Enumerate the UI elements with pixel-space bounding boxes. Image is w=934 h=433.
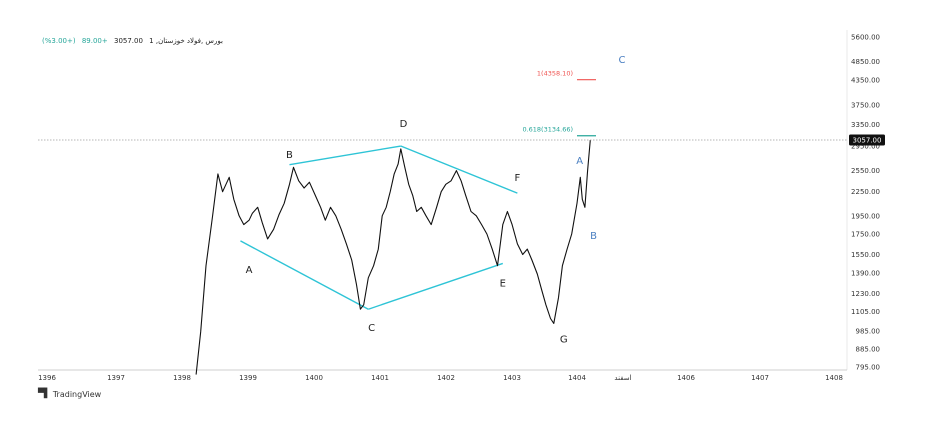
- price-tick-label: 4850.00: [851, 58, 880, 66]
- price-tick-label: 3350.00: [851, 121, 880, 129]
- price-tick-label: 3750.00: [851, 102, 880, 110]
- price-tick-label: 1230.00: [851, 290, 880, 298]
- wave-label: D: [400, 119, 408, 130]
- price-tick-label: 1950.00: [851, 212, 880, 220]
- price-tick-label: 5600.00: [851, 34, 880, 42]
- time-tick-label: 1407: [751, 374, 769, 382]
- price-change-percent: (+3.00%): [42, 37, 76, 45]
- price-series: [195, 139, 591, 375]
- time-tick-label: 1399: [239, 374, 257, 382]
- wave-label: A: [246, 265, 253, 276]
- time-tick-label: 1396: [38, 374, 56, 382]
- wave-label: C: [368, 323, 375, 334]
- time-tick-label: 1403: [503, 374, 521, 382]
- time-tick-label: 1398: [173, 374, 191, 382]
- wave-label: G: [560, 334, 568, 345]
- time-tick-label: 1402: [437, 374, 455, 382]
- tradingview-logo-text: TradingView: [52, 389, 102, 399]
- price-tick-label: 1550.00: [851, 251, 880, 259]
- trendline: [289, 145, 401, 166]
- fib-level-label: 0.618(3134.66): [522, 126, 573, 134]
- price-line: [195, 139, 591, 375]
- price-tick-label: 1390.00: [851, 269, 880, 277]
- wave-label: B: [286, 150, 293, 161]
- symbol-legend[interactable]: بورس ,فولاد خوزستان, 1 3057.00 +89.00 (+…: [42, 37, 227, 45]
- time-tick-label: 1397: [107, 374, 125, 382]
- trendlines: [240, 145, 518, 310]
- time-tick-label: اسفند: [614, 374, 631, 382]
- price-tick-label: 1750.00: [851, 231, 880, 239]
- price-tick-label: 4350.00: [851, 76, 880, 84]
- last-price-badge: [849, 134, 885, 146]
- fibonacci-levels: 0.618(3134.66) 1(4358.10): [522, 70, 596, 137]
- wave-label: F: [514, 173, 520, 184]
- wave-labels: A B C D E F G A B C: [246, 55, 626, 345]
- price-tick-label: 795.00: [856, 364, 881, 372]
- tradingview-icon: ▀▌: [38, 389, 51, 399]
- price-tick-label: 885.00: [856, 345, 881, 353]
- price-tick-label: 2550.00: [851, 167, 880, 175]
- trendline: [240, 240, 369, 310]
- price-change: +89.00: [81, 37, 108, 45]
- price-axis[interactable]: 5600.00 4850.00 4350.00 3750.00 3350.00 2950.…: [38, 34, 885, 372]
- time-tick-label: 1404: [568, 374, 586, 382]
- price-tick-label: 2250.00: [851, 188, 880, 196]
- time-axis[interactable]: 1396 1397 1398 1399 1400 1401 1402 1403 1404 اسفن…: [38, 374, 843, 382]
- fib-level-label: 1(4358.10): [537, 70, 573, 78]
- price-tick-label: 985.00: [856, 327, 881, 335]
- last-price: 3057.00: [113, 37, 143, 45]
- time-tick-label: 1408: [825, 374, 843, 382]
- last-price-badge-label: 3057.00: [853, 137, 882, 145]
- wave-label: E: [500, 279, 506, 290]
- wave-label: C: [619, 55, 626, 66]
- trendline: [368, 262, 504, 310]
- wave-label: B: [590, 231, 597, 242]
- tradingview-logo[interactable]: ▀▌ TradingView: [38, 389, 101, 399]
- symbol-title: بورس ,فولاد خوزستان, 1: [149, 37, 223, 45]
- wave-label: A: [576, 156, 583, 167]
- time-tick-label: 1406: [677, 374, 695, 382]
- price-tick-label: 2950.00: [851, 143, 880, 151]
- trendline: [400, 145, 518, 194]
- time-tick-label: 1401: [371, 374, 389, 382]
- time-tick-label: 1400: [305, 374, 323, 382]
- price-tick-label: 1105.00: [851, 308, 880, 316]
